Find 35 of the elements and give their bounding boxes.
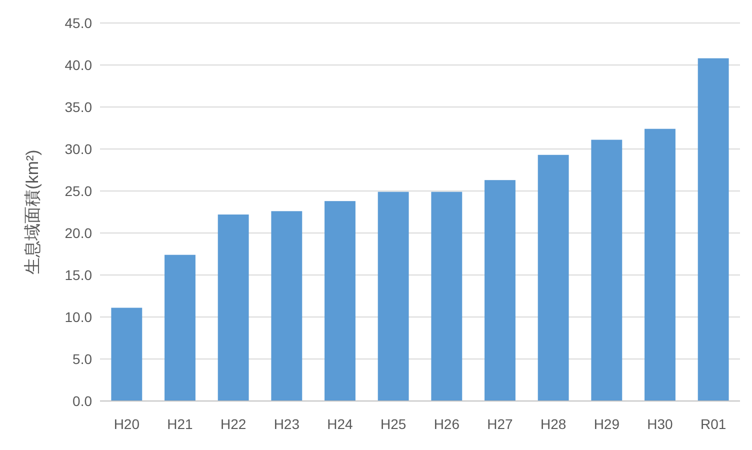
y-tick-label: 25.0	[64, 182, 92, 199]
x-tick-label: H27	[487, 416, 514, 432]
bar	[271, 211, 302, 401]
y-tick-label: 30.0	[64, 140, 92, 157]
y-tick-label: 15.0	[64, 266, 92, 283]
bar	[218, 214, 249, 401]
y-tick-label: 5.0	[72, 350, 92, 367]
y-tick-label: 10.0	[64, 308, 92, 325]
bar	[538, 154, 569, 401]
y-tick-label: 40.0	[64, 56, 92, 73]
bar	[164, 254, 196, 401]
x-tick-label: H24	[327, 416, 354, 432]
bar	[644, 128, 676, 401]
bar	[484, 180, 516, 401]
y-tick-label: 35.0	[64, 98, 92, 115]
x-tick-label: H26	[434, 416, 460, 432]
bar	[698, 58, 729, 401]
bar	[431, 192, 462, 401]
x-tick-label: H29	[594, 416, 620, 432]
x-tick-label: H23	[274, 416, 300, 432]
y-tick-label: 45.0	[64, 14, 92, 31]
y-tick-label: 20.0	[64, 224, 92, 241]
x-tick-label: H30	[647, 416, 674, 432]
x-tick-label: H25	[380, 416, 406, 432]
bar	[378, 192, 409, 401]
bar	[591, 140, 622, 401]
y-axis-title: 生息域面積(km²)	[23, 150, 42, 274]
x-tick-label: H28	[540, 416, 566, 432]
x-tick-label: H20	[114, 416, 140, 432]
x-tick-label: H22	[220, 416, 246, 432]
bar	[324, 201, 356, 401]
y-tick-label: 0.0	[72, 392, 92, 409]
x-tick-label: H21	[167, 416, 194, 432]
x-tick-label: R01	[700, 416, 726, 432]
bar	[111, 308, 142, 401]
